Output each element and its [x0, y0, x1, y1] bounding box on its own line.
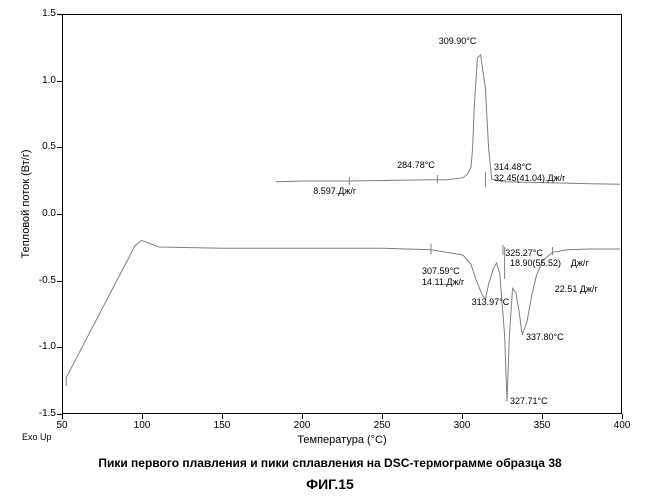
y-tick-label: 0.5: [42, 141, 56, 152]
y-tick: [57, 81, 62, 82]
x-tick: [62, 414, 63, 419]
annotation-label: 337.80°C: [526, 332, 564, 342]
x-tick-label: 200: [290, 420, 314, 431]
x-tick: [142, 414, 143, 419]
x-tick-label: 50: [50, 420, 74, 431]
y-tick: [57, 281, 62, 282]
y-tick: [57, 214, 62, 215]
annotation-label: 18.90(55.52): [510, 258, 561, 268]
annotation-label: Дж/г: [571, 258, 589, 268]
x-tick: [302, 414, 303, 419]
x-tick: [462, 414, 463, 419]
x-tick: [542, 414, 543, 419]
figure-number: ФИГ.15: [0, 476, 660, 492]
annotation-label: 314.48°C: [494, 162, 532, 172]
annotation-label: 327.71°C: [510, 396, 548, 406]
annotation-label: 307.59°C: [422, 266, 460, 276]
annotation-label: 8.597.Дж/г: [313, 186, 356, 196]
y-tick-label: -0.5: [39, 275, 56, 286]
y-tick-label: -1.0: [39, 341, 56, 352]
chart-plot-area: [62, 14, 622, 414]
figure-container: 50 100 150 200 250 300 350 400 -1.5 -1.0 -0.5 0.0 0.…: [0, 0, 660, 500]
annotation-label: 14.11.Дж/г: [422, 277, 464, 287]
x-tick-label: 350: [530, 420, 554, 431]
cooling-curve: [276, 55, 620, 184]
y-tick: [57, 147, 62, 148]
x-tick: [622, 414, 623, 419]
x-tick-label: 300: [450, 420, 474, 431]
y-tick: [57, 414, 62, 415]
y-tick-label: -1.5: [39, 408, 56, 419]
y-axis-label: Тепловой поток (Вт/г): [20, 134, 32, 274]
dsc-curves-svg: [63, 15, 623, 415]
y-tick: [57, 14, 62, 15]
x-tick-label: 150: [210, 420, 234, 431]
annotation-label: 309.90°C: [439, 36, 477, 46]
annotation-label: 32.45(41.04).Дж/г: [494, 173, 565, 183]
x-tick: [222, 414, 223, 419]
chart-caption: Пики первого плавления и пики сплавления…: [0, 456, 660, 470]
exo-up-label: Exo Up: [22, 432, 52, 442]
y-tick-label: 0.0: [42, 208, 56, 219]
x-tick-label: 400: [610, 420, 634, 431]
x-axis-label: Температура (°C): [62, 434, 622, 446]
x-tick-label: 250: [370, 420, 394, 431]
annotation-label: 22.51 Дж/г: [555, 284, 598, 294]
annotation-label: 284.78°C: [397, 160, 435, 170]
x-tick-label: 100: [130, 420, 154, 431]
y-tick: [57, 347, 62, 348]
y-tick-label: 1.5: [42, 8, 56, 19]
y-tick-label: 1.0: [42, 75, 56, 86]
annotation-label: 313.97°C: [472, 297, 510, 307]
annotation-label: 325.27°C: [505, 248, 543, 258]
x-tick: [382, 414, 383, 419]
